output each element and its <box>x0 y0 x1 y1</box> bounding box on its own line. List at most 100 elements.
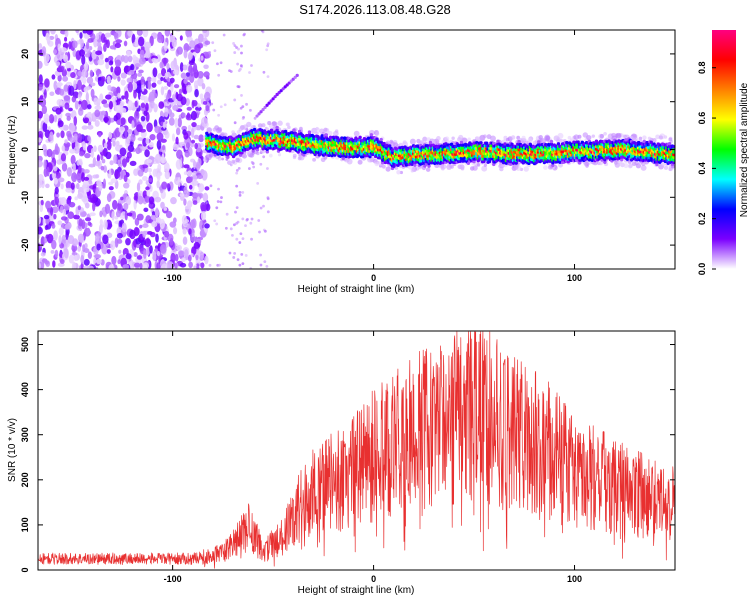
heatmap-cell <box>72 238 79 247</box>
heatmap-cell <box>187 170 193 177</box>
heatmap-cell <box>118 126 126 134</box>
heatmap-cell <box>672 152 675 157</box>
heatmap-cell <box>194 44 201 54</box>
heatmap-cell <box>104 32 112 38</box>
heatmap-cell <box>472 165 478 171</box>
heatmap-cell <box>140 76 145 85</box>
heatmap-cell <box>191 180 199 186</box>
heatmap-cell <box>252 165 256 169</box>
heatmap-cell <box>394 166 399 170</box>
heatmap-cell <box>195 124 202 131</box>
heatmap-cell <box>38 262 42 269</box>
heatmap-cell <box>237 166 241 170</box>
heatmap-cell <box>87 104 92 110</box>
spectrogram-ylabel: Frequency (Hz) <box>7 116 18 185</box>
heatmap-cell <box>216 62 219 66</box>
heatmap-cell <box>78 218 83 227</box>
heatmap-cell <box>67 71 72 77</box>
heatmap-cell <box>233 98 237 102</box>
heatmap-cell <box>123 40 128 47</box>
heatmap-cell <box>532 140 538 146</box>
heatmap-cell <box>171 94 176 101</box>
heatmap-cell <box>197 76 204 87</box>
heatmap-cell <box>49 91 55 97</box>
heatmap-cell <box>649 140 653 145</box>
heatmap-cell <box>366 136 371 141</box>
heatmap-cell <box>90 82 96 87</box>
heatmap-cell <box>173 69 180 75</box>
heatmap-cell <box>42 122 48 133</box>
heatmap-cell <box>73 214 80 220</box>
heatmap-cell <box>176 149 183 160</box>
heatmap-cell <box>262 70 266 74</box>
heatmap-cell <box>216 200 220 203</box>
heatmap-cell <box>259 253 262 257</box>
heatmap-cell <box>467 137 471 141</box>
heatmap-cell <box>111 210 115 221</box>
heatmap-cell <box>147 80 152 90</box>
heatmap-cell <box>238 190 242 194</box>
heatmap-cell <box>81 68 87 78</box>
heatmap-cell <box>205 105 210 112</box>
heatmap-cell <box>241 217 245 221</box>
heatmap-cell <box>253 116 257 120</box>
heatmap-cell <box>283 129 288 134</box>
heatmap-cell <box>222 33 226 37</box>
heatmap-cell <box>74 196 78 201</box>
heatmap-cell <box>441 140 445 144</box>
heatmap-cell <box>63 54 68 62</box>
heatmap-cell <box>240 51 243 55</box>
heatmap-cell <box>175 127 181 136</box>
heatmap-cell <box>203 64 209 70</box>
heatmap-cell <box>190 67 194 77</box>
heatmap-cell <box>40 252 46 257</box>
heatmap-cell <box>223 103 227 107</box>
heatmap-cell <box>266 75 270 79</box>
heatmap-cell <box>242 33 246 37</box>
heatmap-cell <box>149 245 153 254</box>
heatmap-cell <box>353 130 360 137</box>
heatmap-cell <box>240 44 243 48</box>
heatmap-cell <box>239 232 243 236</box>
heatmap-cell <box>94 254 102 259</box>
heatmap-cell <box>61 145 66 152</box>
heatmap-cell <box>591 134 596 138</box>
heatmap-cell <box>155 233 159 243</box>
heatmap-cell <box>235 237 239 241</box>
heatmap-cell <box>667 142 672 146</box>
heatmap-cell <box>174 253 179 262</box>
heatmap-cell <box>99 210 103 218</box>
heatmap-cell <box>68 107 73 112</box>
heatmap-cell <box>196 263 200 269</box>
heatmap-cell <box>56 99 63 106</box>
heatmap-cell <box>137 72 143 77</box>
heatmap-cell <box>517 139 521 144</box>
heatmap-cell <box>672 160 675 165</box>
heatmap-cell <box>93 145 97 153</box>
heatmap-cell <box>265 103 269 107</box>
heatmap-cell <box>97 77 102 81</box>
heatmap-cell <box>269 128 274 132</box>
heatmap-cell <box>156 180 160 189</box>
heatmap-cell <box>112 199 118 210</box>
heatmap-cell <box>194 142 198 150</box>
heatmap-cell <box>127 30 134 37</box>
heatmap-cell <box>106 193 112 203</box>
heatmap-cell <box>147 167 153 173</box>
heatmap-cell <box>275 125 279 130</box>
heatmap-cell <box>188 51 193 60</box>
heatmap-cell <box>54 249 59 258</box>
heatmap-cell <box>202 192 209 202</box>
heatmap-cell <box>71 251 78 256</box>
heatmap-cell <box>323 127 328 132</box>
heatmap-cell <box>84 153 91 159</box>
heatmap-cell <box>191 121 197 128</box>
heatmap-cell <box>164 30 171 37</box>
heatmap-cell <box>90 148 94 159</box>
heatmap-cell <box>165 210 173 219</box>
heatmap-cell <box>261 123 266 128</box>
heatmap-cell <box>503 142 507 146</box>
heatmap-cell <box>250 64 253 67</box>
heatmap-cell <box>83 117 90 123</box>
